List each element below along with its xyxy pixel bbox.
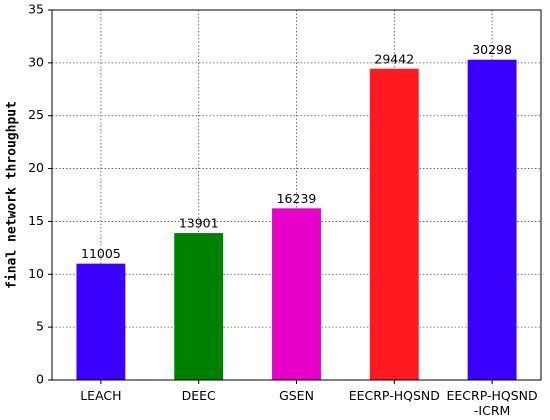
bar xyxy=(272,208,321,380)
value-label: 30298 xyxy=(472,42,512,57)
y-tick-label: 0 xyxy=(36,372,44,387)
y-tick-label: 5 xyxy=(36,319,44,334)
y-tick-label: 30 xyxy=(28,54,44,69)
value-label: 11005 xyxy=(81,246,121,261)
plot-frame xyxy=(51,9,542,381)
bar xyxy=(467,59,517,381)
y-axis-label: final network throughput xyxy=(5,101,20,289)
x-tick-label: EECRP-HQSND xyxy=(348,388,440,403)
value-label: 29442 xyxy=(374,51,414,66)
x-tick-label: LEACH xyxy=(80,388,122,403)
value-label: 16239 xyxy=(277,191,317,206)
bar xyxy=(369,68,419,381)
bar xyxy=(76,263,126,380)
value-label: 13901 xyxy=(179,216,219,231)
y-tick-label: 35 xyxy=(28,2,44,17)
x-tick-label: GSEN xyxy=(279,388,314,403)
y-tick-label: 15 xyxy=(28,213,44,228)
bar xyxy=(174,233,224,380)
y-tick-label: 20 xyxy=(28,160,44,175)
x-tick-label: DEEC xyxy=(181,388,216,403)
y-tick-label: 10 xyxy=(28,266,44,281)
y-tick-label: 25 xyxy=(28,107,44,122)
x-tick-label: EECRP-HQSND -ICRM xyxy=(446,388,538,418)
